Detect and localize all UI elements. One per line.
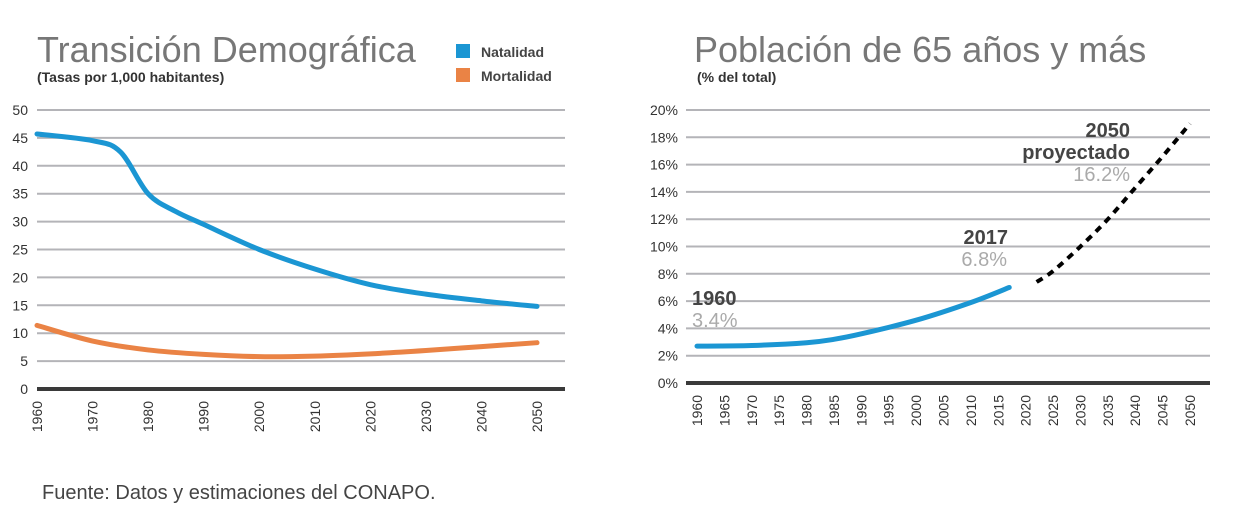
x-tick-label: 1970: [744, 395, 760, 426]
annotation-2050-value: 16.2%: [1073, 164, 1130, 186]
series-line-mortalidad: [34, 322, 540, 360]
x-tick-label: 1960: [29, 401, 45, 432]
y-tick-label: 30: [12, 214, 28, 230]
legend-swatch-natalidad: [456, 44, 470, 58]
annotation-2050-year: 2050: [1086, 120, 1131, 142]
annotation-2050-label: proyectado: [1022, 142, 1130, 164]
right-chart-subtitle: (% del total): [697, 69, 776, 85]
y-tick-label: 15: [12, 297, 28, 313]
x-tick-label: 2040: [1127, 395, 1143, 426]
left-chart: Transición Demográfica (Tasas por 1,000 …: [12, 29, 565, 432]
y-tick-label: 0%: [658, 375, 678, 391]
x-tick-label: 1990: [196, 401, 212, 432]
legend-label-natalidad: Natalidad: [481, 44, 544, 60]
x-tick-label: 2030: [1072, 395, 1088, 426]
y-tick-label: 6%: [658, 293, 678, 309]
x-tick-label: 2010: [307, 401, 323, 432]
y-tick-label: 35: [12, 186, 28, 202]
x-tick-label: 2045: [1155, 395, 1171, 426]
x-tick-label: 2020: [362, 401, 378, 432]
y-tick-label: 10%: [650, 239, 678, 255]
x-tick-label: 2000: [908, 395, 924, 426]
x-tick-label: 2035: [1100, 395, 1116, 426]
x-tick-label: 1980: [799, 395, 815, 426]
x-tick-label: 2050: [1182, 395, 1198, 426]
y-tick-label: 20: [12, 269, 28, 285]
x-tick-label: 2010: [963, 395, 979, 426]
x-tick-label: 1960: [689, 395, 705, 426]
annotation-1960-year: 1960: [692, 288, 737, 310]
x-tick-label: 2005: [936, 395, 952, 426]
y-tick-label: 50: [12, 102, 28, 118]
y-tick-label: 18%: [650, 129, 678, 145]
legend-label-mortalidad: Mortalidad: [481, 68, 552, 84]
annotation-1960-value: 3.4%: [692, 310, 738, 332]
y-tick-label: 16%: [650, 157, 678, 173]
x-tick-label: 2000: [251, 401, 267, 432]
x-tick-label: 1980: [140, 401, 156, 432]
x-tick-label: 2020: [1018, 395, 1034, 426]
y-tick-label: 12%: [650, 211, 678, 227]
left-chart-subtitle: (Tasas por 1,000 habitantes): [37, 69, 224, 85]
y-tick-label: 8%: [658, 266, 678, 282]
y-tick-label: 40: [12, 158, 28, 174]
x-tick-label: 2050: [529, 401, 545, 432]
series-line-proyectado: [1035, 122, 1192, 284]
source-note: Fuente: Datos y estimaciones del CONAPO.: [42, 482, 436, 504]
y-tick-label: 14%: [650, 184, 678, 200]
x-tick-label: 1965: [716, 395, 732, 426]
annotation-2017-year: 2017: [964, 227, 1009, 249]
x-tick-label: 2025: [1045, 395, 1061, 426]
y-tick-label: 10: [12, 325, 28, 341]
x-tick-label: 1995: [881, 395, 897, 426]
annotation-2017-value: 6.8%: [961, 249, 1007, 271]
series-line-histórico: [694, 284, 1012, 349]
x-tick-label: 1985: [826, 395, 842, 426]
x-tick-label: 2030: [418, 401, 434, 432]
y-tick-label: 2%: [658, 348, 678, 364]
x-tick-label: 2015: [990, 395, 1006, 426]
right-chart: Población de 65 años y más (% del total)…: [650, 29, 1210, 426]
y-tick-label: 0: [20, 381, 28, 397]
legend-swatch-mortalidad: [456, 68, 470, 82]
y-tick-label: 45: [12, 130, 28, 146]
y-tick-label: 4%: [658, 320, 678, 336]
left-chart-title: Transición Demográfica: [37, 29, 417, 70]
x-tick-label: 2040: [473, 401, 489, 432]
series-line-natalidad: [34, 131, 540, 309]
x-tick-label: 1970: [85, 401, 101, 432]
right-chart-title: Población de 65 años y más: [694, 29, 1146, 70]
x-tick-label: 1975: [771, 395, 787, 426]
y-tick-label: 20%: [650, 102, 678, 118]
y-tick-label: 25: [12, 242, 28, 258]
y-tick-label: 5: [20, 353, 28, 369]
x-tick-label: 1990: [853, 395, 869, 426]
